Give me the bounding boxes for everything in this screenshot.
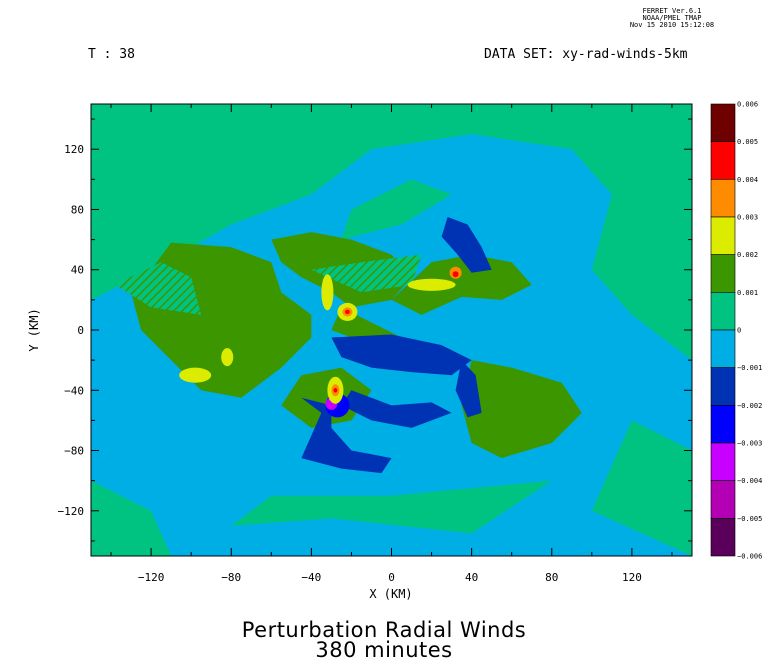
colorbar-swatch — [710, 141, 736, 180]
colorbar-swatch — [710, 518, 736, 557]
neutral-region-southwest — [91, 480, 172, 556]
x-tick-label: −80 — [221, 571, 241, 584]
stamp-line-1: FERRET Ver.6.1 — [642, 7, 702, 15]
x-axis-label: X (KM) — [369, 587, 412, 601]
colorbar-label: 0.004 — [737, 176, 758, 184]
colorbar-label: 0.005 — [737, 138, 758, 146]
positive-core-north-1 — [321, 274, 334, 311]
positive-peak-north — [345, 309, 350, 315]
y-axis-label: Y (KM) — [27, 308, 41, 351]
hatched-zone-west — [115, 262, 202, 315]
x-tick-label: −120 — [138, 571, 165, 584]
negative-patch-south — [341, 390, 452, 428]
negative-region-bottom — [91, 533, 692, 556]
positive-band-southeast — [461, 360, 582, 459]
y-tick-label: −80 — [64, 445, 84, 458]
y-tick-label: −120 — [58, 505, 85, 518]
neutral-arc-north — [341, 179, 452, 240]
colorbar-swatch — [710, 442, 736, 481]
stamp-line-2: NOAA/PMEL TMAP — [642, 14, 702, 22]
stamp-line-3: Nov 15 2010 15:12:08 — [629, 21, 715, 29]
y-tick-label: 120 — [64, 143, 84, 156]
neutral-region-southeast — [591, 420, 692, 556]
colorbar-label: −0.003 — [737, 440, 762, 448]
x-tick-label: 40 — [465, 571, 478, 584]
colorbar-label: −0.001 — [737, 364, 762, 372]
colorbar-label: 0.002 — [737, 251, 758, 259]
x-tick-label: 0 — [388, 571, 395, 584]
positive-core-northeast — [407, 278, 456, 291]
axes: −120 −80 −40 0 40 80 120 120 80 40 0 −40 −80 −120 — [58, 104, 692, 584]
negative-arc-south — [301, 397, 392, 474]
x-tick-label: 120 — [622, 571, 642, 584]
colorbar-label: −0.004 — [737, 477, 762, 485]
neutral-arc-south — [231, 480, 552, 534]
positive-peak-northeast — [452, 271, 459, 278]
dataset-label: DATA SET: xy-rad-winds-5km — [484, 47, 688, 62]
colorbar-label: 0.001 — [737, 289, 758, 297]
positive-peak-south — [333, 388, 338, 393]
hatched-zone-north — [311, 254, 422, 293]
colorbar-label: 0 — [737, 327, 741, 335]
colorbar-swatch — [710, 405, 736, 444]
y-tick-label: 0 — [77, 324, 84, 337]
colorbar-swatch — [710, 179, 736, 218]
x-tick-label: 80 — [545, 571, 558, 584]
contour-field — [91, 104, 692, 556]
positive-core-west — [179, 367, 212, 383]
y-tick-label: 40 — [71, 264, 84, 277]
colorbar-swatch — [710, 367, 736, 406]
colorbar: 0.006 0.005 0.004 0.003 0.002 0.001 0 −0.001 −0.… — [710, 101, 762, 561]
colorbar-swatch — [710, 103, 736, 142]
time-label: T : 38 — [88, 47, 135, 62]
colorbar-swatch — [710, 480, 736, 519]
colorbar-swatch — [710, 216, 736, 255]
colorbar-label: 0.003 — [737, 214, 758, 222]
colorbar-label: −0.005 — [737, 515, 762, 523]
positive-band-center-south — [281, 367, 372, 428]
colorbar-swatch — [710, 254, 736, 293]
colorbar-swatch — [710, 292, 736, 331]
x-tick-label: −40 — [301, 571, 321, 584]
negative-streak-northeast — [441, 217, 492, 273]
colorbar-swatch — [710, 329, 736, 368]
y-tick-label: −40 — [64, 384, 84, 397]
positive-core-west-2 — [221, 348, 234, 367]
chart-title: Perturbation Radial Winds — [241, 618, 527, 642]
negative-core-center — [331, 334, 472, 376]
chart-subtitle: 380 minutes — [315, 638, 453, 662]
negative-streak-east — [455, 360, 482, 418]
positive-band-northeast — [391, 254, 532, 315]
neutral-region-east — [631, 104, 692, 285]
y-tick-label: 80 — [71, 203, 84, 216]
colorbar-label: −0.002 — [737, 402, 762, 410]
colorbar-label: 0.006 — [737, 101, 758, 109]
colorbar-label: −0.006 — [737, 553, 762, 561]
